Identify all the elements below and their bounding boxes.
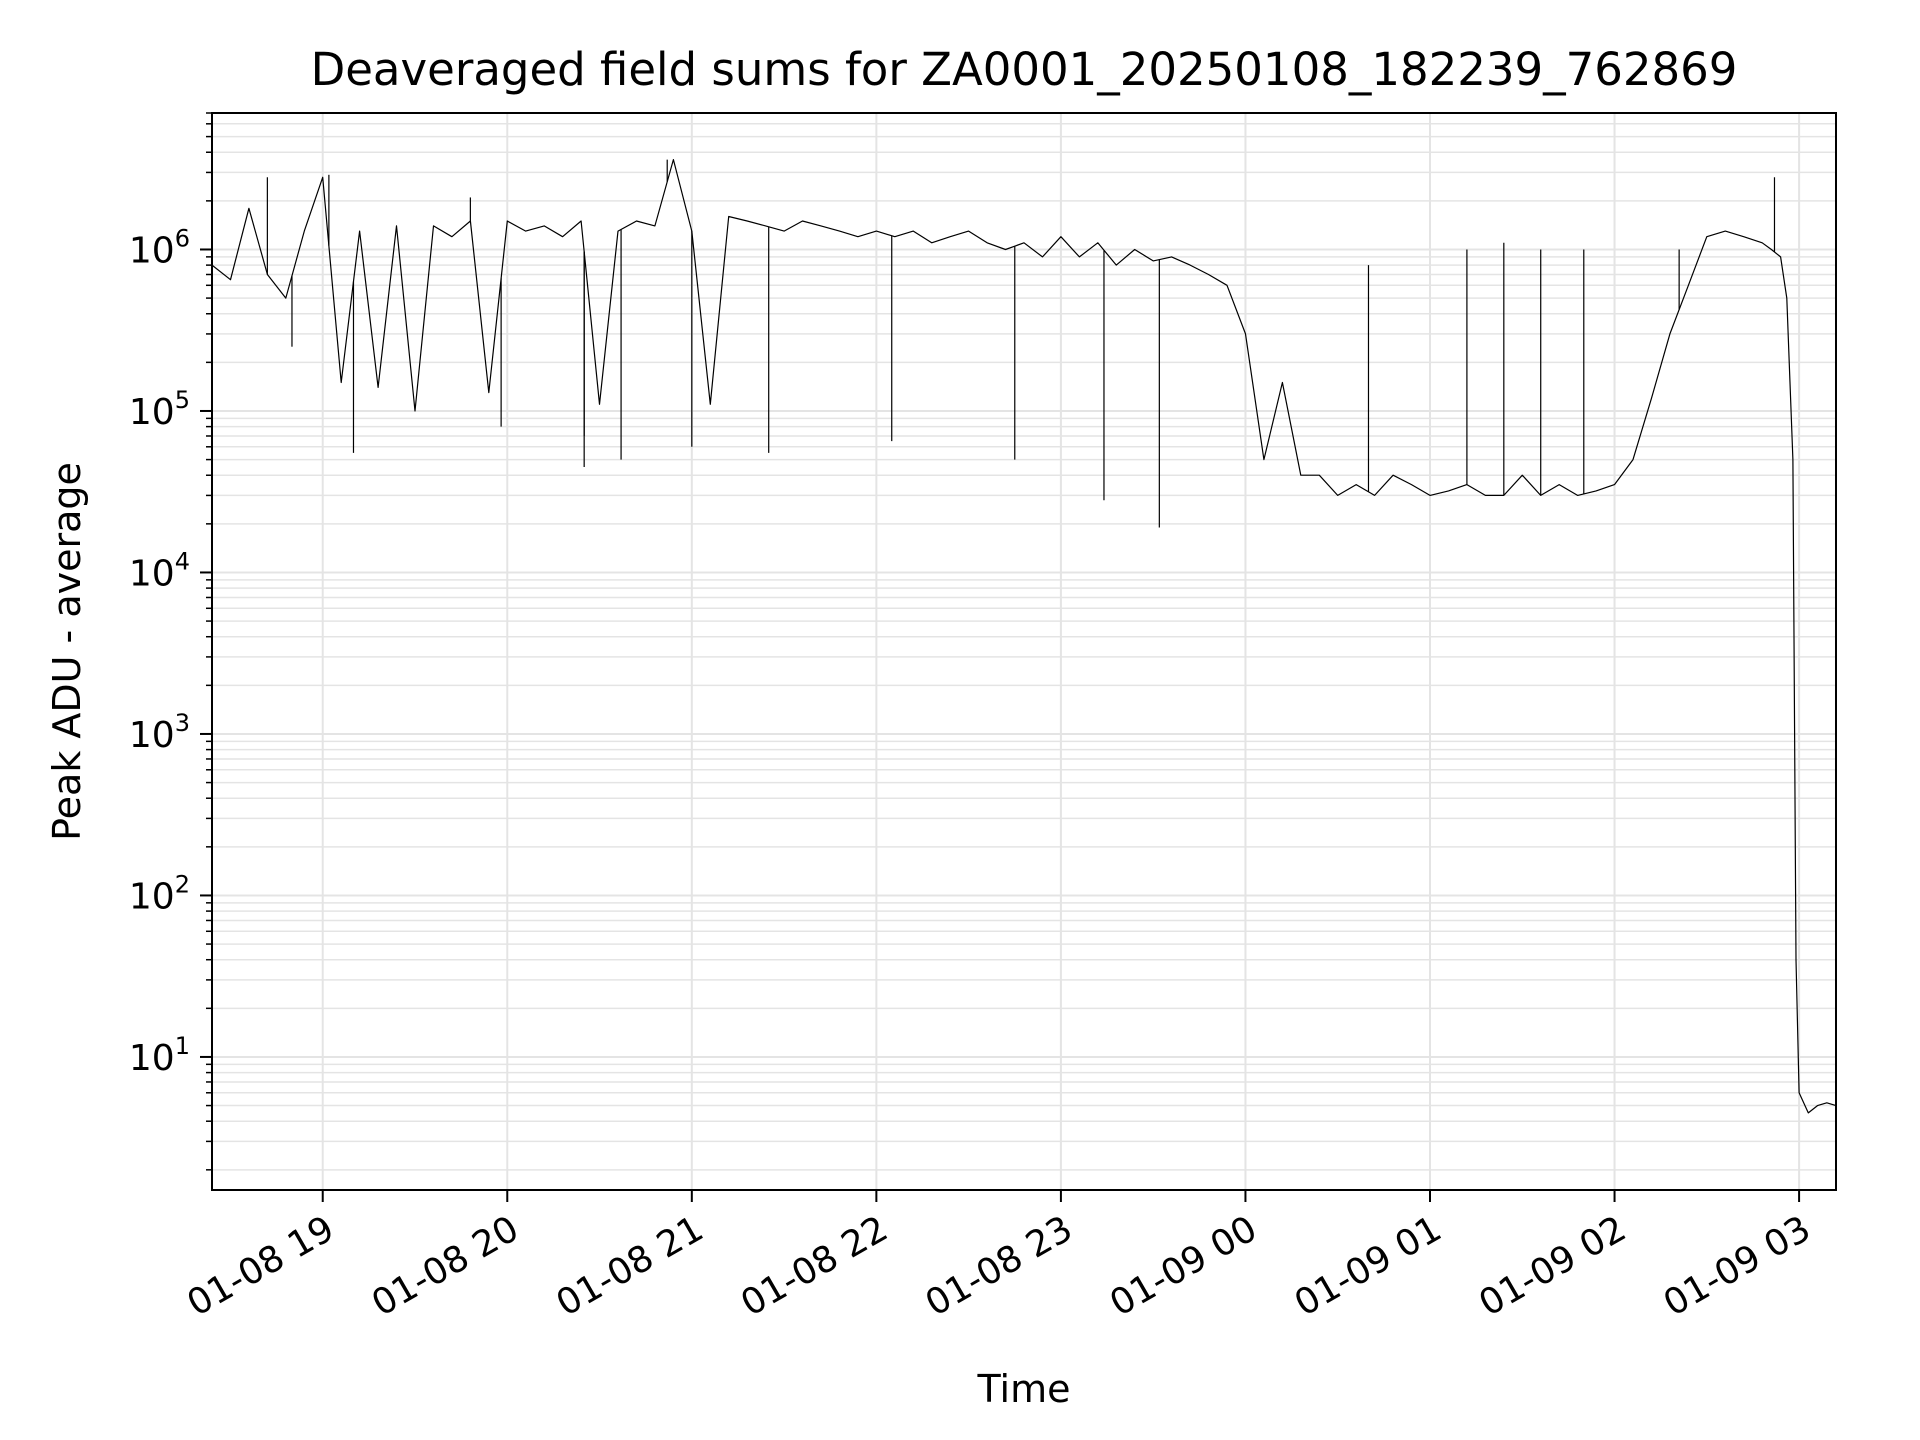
y-tick-base: 10	[129, 553, 175, 594]
y-tick-base: 10	[129, 392, 175, 433]
grid	[212, 112, 1836, 1190]
plot-area	[211, 159, 1837, 1114]
chart-title: Deaveraged field sums for ZA0001_2025010…	[311, 43, 1738, 96]
y-tick-exponent: 4	[175, 547, 190, 575]
y-tick-base: 10	[129, 876, 175, 917]
y-tick-label: 105	[129, 386, 190, 433]
y-tick-base: 10	[129, 1038, 175, 1079]
y-tick-label: 101	[129, 1032, 190, 1079]
y-axis-label: Peak ADU - average	[45, 462, 89, 841]
y-tick-exponent: 6	[175, 224, 190, 252]
y-tick-label: 103	[129, 709, 190, 756]
y-tick-exponent: 3	[175, 709, 190, 737]
y-tick-label: 102	[129, 870, 190, 917]
series-line	[211, 159, 1837, 1114]
y-tick-exponent: 1	[175, 1032, 190, 1060]
y-tick-base: 10	[129, 715, 175, 756]
y-tick-label: 106	[129, 224, 190, 271]
spikes	[266, 159, 1776, 528]
y-tick-exponent: 2	[175, 870, 190, 898]
axes-frame	[211, 112, 1837, 1191]
y-tick-label: 104	[129, 547, 190, 594]
y-tick-exponent: 5	[175, 386, 190, 414]
x-axis-label: Time	[977, 1367, 1071, 1411]
y-tick-base: 10	[129, 230, 175, 271]
